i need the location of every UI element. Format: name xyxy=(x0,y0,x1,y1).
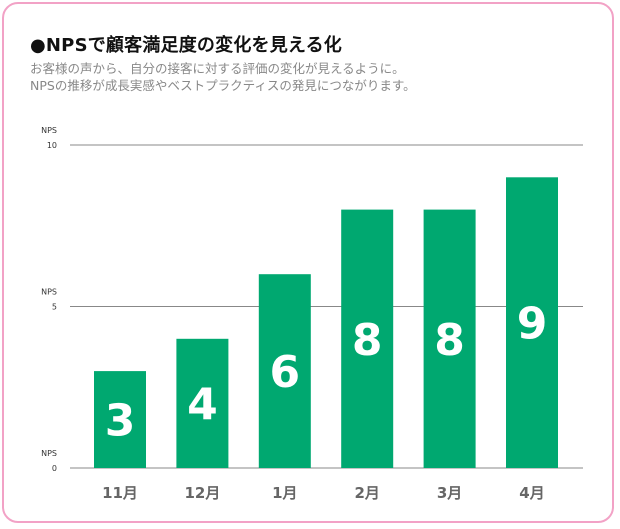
grid-layer: NPS 10 NPS 5 NPS 0 xyxy=(41,126,583,473)
y-tick-value-0: 0 xyxy=(52,464,57,473)
subtitle-line-1: お客様の声から、自分の接客に対する評価の変化が見えるように。 xyxy=(30,61,405,76)
x-category-label-1: 11月 xyxy=(102,484,138,502)
y-tick-name-0: NPS xyxy=(41,449,57,458)
bar-layer xyxy=(94,177,558,469)
bar-value-label-6: 9 xyxy=(517,299,548,350)
bar-2 xyxy=(176,338,229,468)
chart-subtitle: お客様の声から、自分の接客に対する評価の変化が見えるように。 NPSの推移が成長… xyxy=(30,60,416,94)
y-tick-name-10: NPS xyxy=(41,126,57,135)
x-category-label-2: 12月 xyxy=(184,484,220,502)
bar-1 xyxy=(94,371,146,468)
x-category-label-6: 4月 xyxy=(519,484,544,502)
bar-value-label-3: 6 xyxy=(269,347,300,398)
bar-5 xyxy=(423,209,476,468)
bar-value-label-5: 8 xyxy=(434,315,465,366)
bar-4 xyxy=(341,209,394,468)
chart-title: ●NPSで顧客満足度の変化を見える化 xyxy=(30,35,342,56)
bar-value-label-2: 4 xyxy=(187,379,218,430)
bar-6 xyxy=(506,177,558,469)
bar-value-label-1: 3 xyxy=(105,396,136,447)
y-tick-value-5: 5 xyxy=(52,303,57,312)
y-tick-value-10: 10 xyxy=(47,141,57,150)
bar-3 xyxy=(258,274,311,468)
x-category-label-4: 2月 xyxy=(354,484,379,502)
y-tick-name-5: NPS xyxy=(41,288,57,297)
x-category-label-5: 3月 xyxy=(437,484,462,502)
bar-value-label-4: 8 xyxy=(352,315,383,366)
x-category-label-3: 1月 xyxy=(272,484,297,502)
subtitle-line-2: NPSの推移が成長実感やベストプラクティスの発見につながります。 xyxy=(30,78,416,93)
label-layer: 3 11月 4 12月 6 1月 8 2月 8 3月 9 4月 xyxy=(102,299,547,502)
